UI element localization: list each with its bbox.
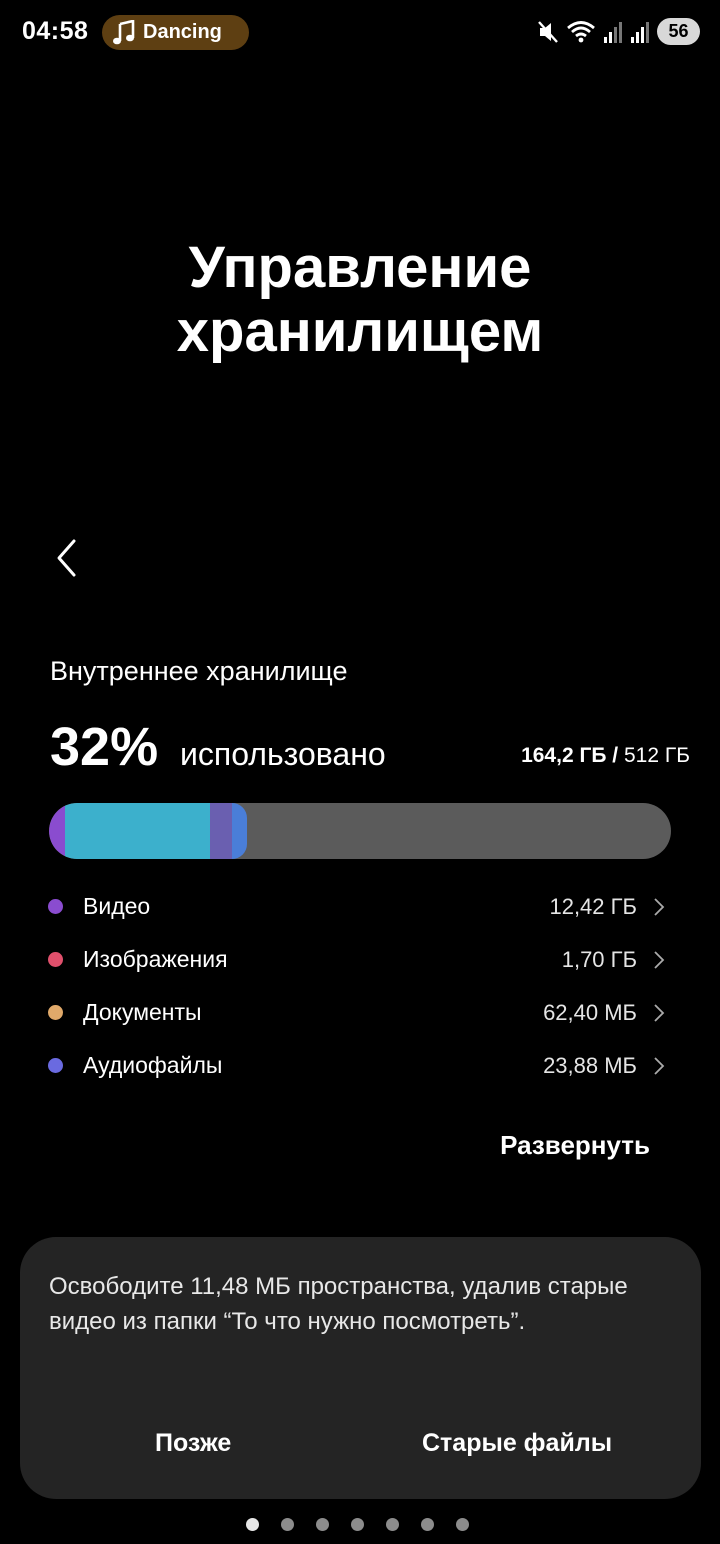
- segment-video: [49, 803, 65, 859]
- page-dot: [456, 1518, 469, 1531]
- storage-usage-bar: [49, 803, 671, 859]
- category-name: Аудиофайлы: [83, 1052, 223, 1078]
- chevron-right-icon: [654, 1004, 665, 1022]
- expand-button[interactable]: Развернуть: [500, 1130, 650, 1160]
- segment-images: [65, 803, 210, 859]
- used-amount: 164,2 ГБ /: [521, 744, 619, 767]
- signal-icon-sim2: [631, 21, 649, 43]
- suggestion-card: Освободите 11,48 МБ пространства, удалив…: [20, 1237, 701, 1499]
- segment-audio: [232, 803, 247, 859]
- media-pill[interactable]: Dancing: [102, 15, 249, 50]
- category-dot: [48, 1058, 63, 1073]
- back-arrow-icon[interactable]: [50, 536, 84, 580]
- chevron-right-icon: [654, 898, 665, 916]
- internal-storage-label: Внутреннее хранилище: [50, 656, 348, 686]
- suggestion-text: Освободите 11,48 МБ пространства, удалив…: [49, 1273, 628, 1335]
- category-name: Видео: [83, 893, 151, 919]
- category-size: 1,70 ГБ: [561, 946, 637, 972]
- usage-percent: 32%: [50, 717, 159, 777]
- category-name: Изображения: [83, 946, 228, 972]
- status-bar: 04:58 Dancing: [0, 0, 720, 64]
- battery-indicator: 56: [657, 18, 700, 45]
- mute-icon: [538, 20, 558, 43]
- total-amount: 512 ГБ: [618, 744, 690, 767]
- category-dot: [48, 952, 63, 967]
- category-item-audio[interactable]: Аудиофайлы 23,88 МБ: [48, 1039, 673, 1092]
- usage-word: использовано: [180, 736, 386, 772]
- category-item-video[interactable]: Видео 12,42 ГБ: [48, 880, 673, 933]
- category-dot: [48, 899, 63, 914]
- signal-icon-sim1: [604, 21, 622, 43]
- page-indicator: [246, 1518, 469, 1531]
- segment-documents: [210, 803, 232, 859]
- status-icons: 56: [537, 18, 700, 45]
- wifi-icon: [567, 20, 595, 42]
- page-dot: [351, 1518, 364, 1531]
- chevron-right-icon: [654, 1057, 665, 1075]
- category-dot: [48, 1005, 63, 1020]
- usage-amount: 164,2 ГБ / 512 ГБ: [521, 744, 690, 768]
- category-item-images[interactable]: Изображения 1,70 ГБ: [48, 933, 673, 986]
- page-dot: [246, 1518, 259, 1531]
- category-size: 62,40 МБ: [543, 999, 637, 1025]
- later-button[interactable]: Позже: [155, 1429, 232, 1457]
- page-title: Управление хранилищем: [176, 235, 544, 364]
- page-dot: [386, 1518, 399, 1531]
- clock: 04:58: [22, 17, 89, 45]
- storage-usage-fill: [49, 803, 247, 859]
- page-dot: [281, 1518, 294, 1531]
- page-dot: [421, 1518, 434, 1531]
- media-title: Dancing: [143, 21, 222, 43]
- music-note-icon: [113, 19, 135, 44]
- category-size: 23,88 МБ: [543, 1052, 637, 1078]
- category-list: Видео 12,42 ГБ Изображения 1,70 ГБ Докум…: [48, 880, 673, 1092]
- category-name: Документы: [83, 999, 202, 1025]
- usage-summary: 32% использовано 164,2 ГБ / 512 ГБ: [50, 716, 690, 777]
- page-dot: [316, 1518, 329, 1531]
- category-item-documents[interactable]: Документы 62,40 МБ: [48, 986, 673, 1039]
- old-files-button[interactable]: Старые файлы: [422, 1429, 613, 1457]
- chevron-right-icon: [654, 951, 665, 969]
- category-size: 12,42 ГБ: [549, 893, 637, 919]
